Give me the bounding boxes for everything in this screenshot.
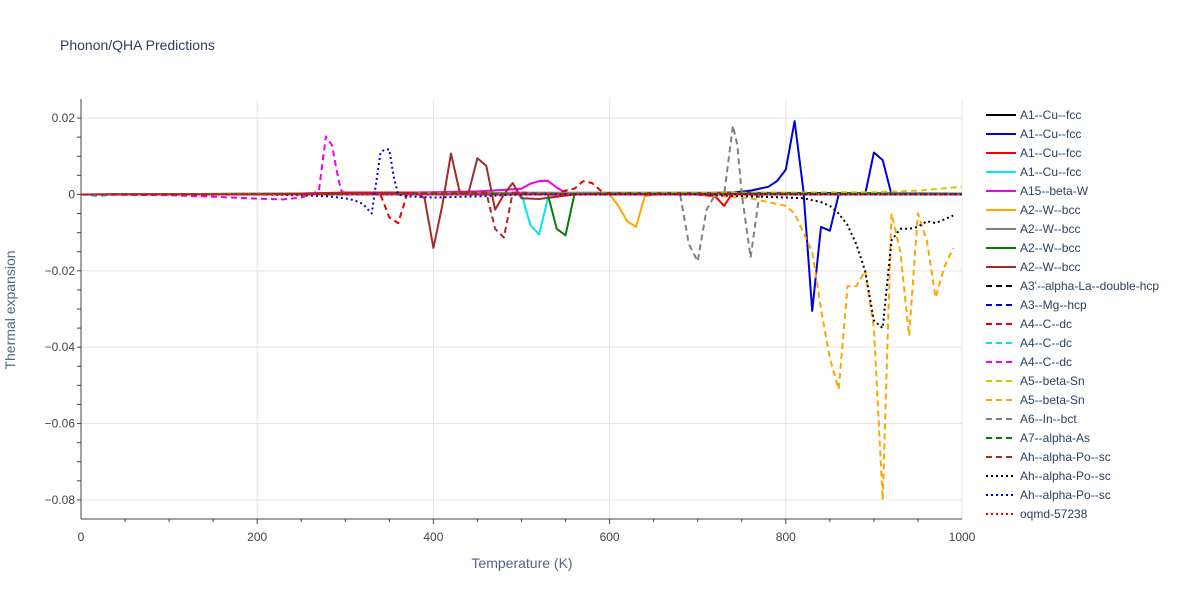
y-tick-label: −0.02 [45,264,76,278]
legend-label-18: A7--alpha-As [1020,431,1090,445]
axes [77,99,962,524]
legend-label-13: A4--C--dc [1020,336,1072,350]
x-tick-label: 0 [78,530,85,544]
x-tick-label: 200 [247,530,267,544]
chart-title: Phonon/QHA Predictions [60,37,215,53]
legend-label-16: A5--beta-Sn [1020,393,1085,407]
legend-label-6: A2--W--bcc [1020,203,1080,217]
legend-label-21: Ah--alpha-Po--sc [1020,488,1111,502]
legend-label-9: A2--W--bcc [1020,260,1080,274]
legend-label-14: A4--C--dc [1020,355,1072,369]
legend-label-4: A1--Cu--fcc [1020,165,1081,179]
legend: A1--Cu--fcc A1--Cu--fcc A1--Cu--fcc A1--Cu-… [986,108,1159,521]
y-tick-label: 0.02 [52,111,76,125]
y-tick-label: −0.06 [45,417,76,431]
legend-label-5: A15--beta-W [1020,184,1089,198]
legend-label-12: A4--C--dc [1020,317,1072,331]
y-axis-title: Thermal expansion [2,250,18,369]
x-tick-label: 1000 [949,530,976,544]
y-tick-label: −0.04 [45,340,76,354]
legend-label-15: A5--beta-Sn [1020,374,1085,388]
x-axis-title: Temperature (K) [471,555,572,571]
y-tick-label: 0 [68,187,75,201]
series-line-14 [80,135,962,201]
legend-label-3: A1--Cu--fcc [1020,146,1081,160]
legend-label-11: A3--Mg--hcp [1020,298,1087,312]
legend-label-20: Ah--alpha-Po--sc [1020,469,1111,483]
plot-area [80,120,963,501]
legend-label-8: A2--W--bcc [1020,241,1080,255]
tick-labels: 0 200 400 600 800 1000 0.02 0 −0.02 −0.04 −0.06 −0.… [45,111,976,544]
legend-label-10: A3'--alpha-La--double-hcp [1020,279,1159,293]
x-tick-label: 800 [776,530,796,544]
legend-label-1: A1--Cu--fcc [1020,108,1081,122]
y-tick-label: −0.08 [45,493,76,507]
legend-label-7: A2--W--bcc [1020,222,1080,236]
legend-label-2: A1--Cu--fcc [1020,127,1081,141]
legend-label-22: oqmd-57238 [1020,507,1088,521]
x-tick-label: 400 [423,530,443,544]
x-tick-label: 600 [600,530,620,544]
legend-label-19: Ah--alpha-Po--sc [1020,450,1111,464]
legend-label-17: A6--In--bct [1020,412,1077,426]
